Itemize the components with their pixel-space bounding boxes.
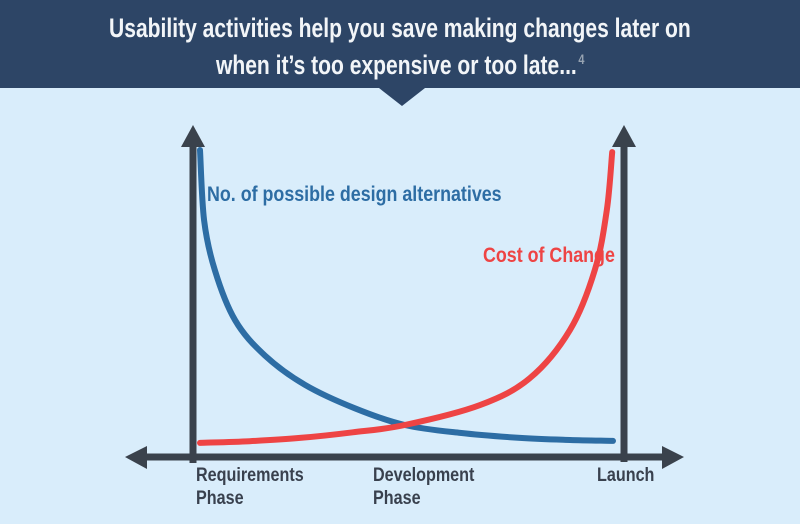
x-axis-right-arrowhead-icon [662,446,684,469]
footnote-marker: 4 [578,51,585,67]
banner-title: Usability activities help you save makin… [0,0,800,81]
header-banner: Usability activities help you save makin… [0,0,800,88]
label-design-alternatives: No. of possible design alternatives [207,183,502,206]
x-label-requirements-phase: Requirements Phase [196,465,304,509]
design-alternatives-curve [197,147,616,444]
page-title-line-1: Usability activities help you save makin… [0,13,800,44]
cost-of-change-curve [197,149,616,446]
x-axis-left-arrowhead-icon [125,446,147,469]
label-cost-of-change: Cost of Change [483,244,615,267]
page-title-line-2: when it’s too expensive or too late... 4 [0,44,800,81]
banner-pointer-triangle [379,88,425,106]
y-axis-right-arrowhead-icon [612,125,636,147]
page-title-line-2-text: when it’s too expensive or too late... [215,50,577,80]
x-label-development-phase: Development Phase [373,465,475,509]
page-title-line-1-text: Usability activities help you save makin… [109,13,691,43]
y-axis-left-arrowhead-icon [181,125,205,147]
x-label-launch: Launch [597,465,655,486]
